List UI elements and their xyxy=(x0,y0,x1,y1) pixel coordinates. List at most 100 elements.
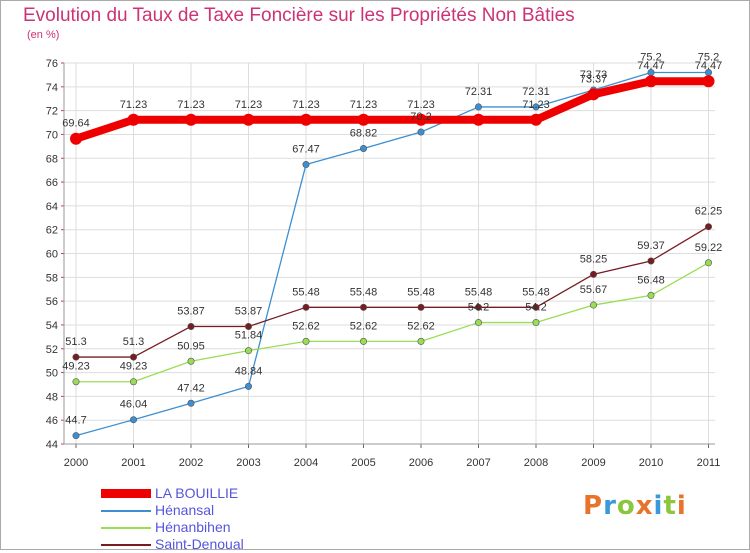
data-point xyxy=(185,113,197,126)
y-tick-label: 68 xyxy=(46,153,58,165)
data-label: 46.04 xyxy=(120,399,148,411)
data-point xyxy=(187,399,195,407)
x-tick-label: 2005 xyxy=(351,457,375,469)
data-point xyxy=(302,303,310,311)
data-label: 74.47 xyxy=(695,60,723,72)
data-label: 55.48 xyxy=(522,286,550,298)
data-label: 52.62 xyxy=(292,320,320,332)
legend-swatch-henanbihen xyxy=(101,527,151,529)
y-tick-label: 62 xyxy=(46,225,58,237)
data-point xyxy=(302,337,310,345)
y-tick-label: 56 xyxy=(46,296,58,308)
legend-swatch-saint-denoual xyxy=(101,544,151,546)
y-tick-label: 70 xyxy=(46,129,58,141)
data-point xyxy=(645,75,657,88)
data-point xyxy=(417,128,425,136)
data-label: 59.22 xyxy=(695,242,723,254)
data-label: 55.48 xyxy=(292,286,320,298)
y-tick-label: 48 xyxy=(46,391,58,403)
data-label: 71.23 xyxy=(407,99,435,111)
data-point xyxy=(415,113,427,126)
y-tick-label: 72 xyxy=(46,106,58,118)
data-label: 71.23 xyxy=(292,99,320,111)
logo-letter: t xyxy=(663,491,677,521)
data-label: 58.25 xyxy=(580,253,608,265)
data-point xyxy=(704,259,712,267)
data-label: 56.48 xyxy=(637,274,665,286)
data-label: 71.23 xyxy=(120,99,148,111)
legend-label: Hénansal xyxy=(155,502,215,518)
data-label: 48.84 xyxy=(235,365,263,377)
data-label: 74.47 xyxy=(637,60,665,72)
y-tick-label: 44 xyxy=(46,439,58,451)
data-label: 47.42 xyxy=(177,382,205,394)
x-tick-label: 2000 xyxy=(64,457,88,469)
x-tick-label: 2006 xyxy=(409,457,433,469)
legend-label: Saint-Denoual xyxy=(155,536,244,552)
series-line-3 xyxy=(75,226,710,358)
data-point xyxy=(187,357,195,365)
data-label: 71.23 xyxy=(235,99,263,111)
data-label: 44.7 xyxy=(65,415,86,427)
data-label: 50.95 xyxy=(177,340,205,352)
data-point xyxy=(70,132,82,145)
data-label: 55.48 xyxy=(350,286,378,298)
data-point xyxy=(245,322,253,330)
logo-letter: o xyxy=(616,491,636,521)
y-tick-label: 46 xyxy=(46,415,58,427)
data-point xyxy=(72,432,80,440)
data-label: 55.48 xyxy=(465,286,493,298)
data-label: 59.37 xyxy=(637,240,665,252)
data-point xyxy=(359,144,367,152)
legend-swatch-henansal xyxy=(101,510,151,512)
data-label: 72.31 xyxy=(465,86,493,98)
data-label: 75.2 xyxy=(698,52,719,64)
x-tick-label: 2009 xyxy=(581,457,605,469)
data-label: 52.62 xyxy=(407,320,435,332)
data-label: 53.87 xyxy=(177,305,205,317)
series-line-2 xyxy=(75,262,710,383)
proxiti-logo: Proxiti xyxy=(583,491,687,521)
data-point xyxy=(704,223,712,231)
data-point xyxy=(530,113,542,126)
data-point xyxy=(72,353,80,361)
data-label: 55.48 xyxy=(407,286,435,298)
data-point xyxy=(130,378,138,386)
data-point xyxy=(417,337,425,345)
data-point xyxy=(472,113,485,126)
data-label: 71.23 xyxy=(350,99,378,111)
data-point xyxy=(474,303,482,311)
logo-letter: i xyxy=(676,491,687,521)
data-label: 51.3 xyxy=(123,336,144,348)
chart-title: Evolution du Taux de Taxe Foncière sur l… xyxy=(23,5,575,26)
y-tick-label: 52 xyxy=(46,344,58,356)
data-label: 53.87 xyxy=(235,305,263,317)
unit-label: (en %) xyxy=(27,29,60,41)
data-label: 73.73 xyxy=(580,69,608,81)
data-point xyxy=(532,319,540,327)
data-label: 70.2 xyxy=(410,111,431,123)
data-label: 54.2 xyxy=(468,302,489,314)
legend-label: LA BOUILLIE xyxy=(155,485,239,501)
data-label: 52.62 xyxy=(350,320,378,332)
data-point xyxy=(130,353,138,361)
y-tick-label: 60 xyxy=(46,249,58,261)
data-point xyxy=(127,113,140,126)
data-point xyxy=(242,113,255,126)
logo-letter: x xyxy=(635,491,654,521)
series-line-0 xyxy=(72,77,713,143)
data-label: 49.23 xyxy=(62,361,90,373)
x-tick-label: 2003 xyxy=(236,457,260,469)
data-label: 67.47 xyxy=(292,144,320,156)
logo-letter: P xyxy=(583,491,604,521)
data-point xyxy=(357,113,370,126)
data-point xyxy=(702,75,715,88)
data-point xyxy=(474,319,482,327)
data-point xyxy=(359,337,367,345)
y-tick-label: 74 xyxy=(46,82,58,94)
y-tick-label: 66 xyxy=(46,177,58,189)
logo-letter: r xyxy=(603,491,617,521)
data-point xyxy=(245,347,253,355)
data-label: 69.64 xyxy=(62,118,90,130)
